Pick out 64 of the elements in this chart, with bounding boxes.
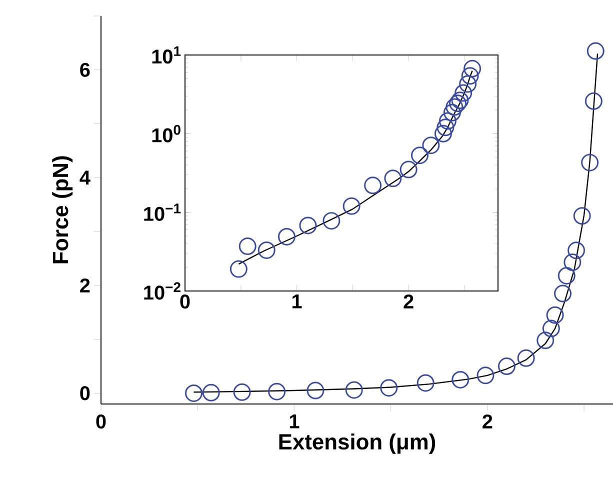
point xyxy=(364,176,382,194)
point xyxy=(258,241,276,259)
point xyxy=(400,160,418,178)
point xyxy=(498,358,516,376)
y-tick-label: 0 xyxy=(80,386,90,400)
point xyxy=(434,124,452,142)
line-series xyxy=(238,70,473,265)
y-tick-label: 4 xyxy=(80,170,90,185)
point xyxy=(452,370,470,388)
y-tick-label: 10$^{0}$ xyxy=(152,124,180,142)
x-tick-label: 0 xyxy=(180,294,190,309)
point xyxy=(449,94,467,112)
point xyxy=(233,383,251,401)
y-tick-label: 10$^{−2}$ xyxy=(144,282,180,300)
y-tick-label: 6 xyxy=(80,62,90,77)
x-tick-label: 1 xyxy=(292,294,302,308)
point xyxy=(554,284,572,302)
y-tick-label: 2 xyxy=(80,278,90,292)
x-axis-title: Extension (μm) xyxy=(279,433,436,454)
point xyxy=(564,254,582,272)
point xyxy=(342,197,360,215)
x-tick-label: 2 xyxy=(404,294,414,308)
point xyxy=(380,379,398,397)
y-tick-label: 10$^{1}$ xyxy=(152,46,181,64)
point xyxy=(451,92,469,110)
point xyxy=(584,92,602,110)
line-series xyxy=(193,53,598,393)
point xyxy=(517,349,535,367)
x-tick-label: 1 xyxy=(290,414,300,428)
point xyxy=(443,104,461,122)
point xyxy=(454,84,472,102)
point xyxy=(268,382,286,400)
point xyxy=(476,366,494,384)
point xyxy=(422,136,440,154)
point xyxy=(581,154,599,172)
point xyxy=(542,320,560,338)
x-tick-label: 2 xyxy=(482,414,492,428)
point xyxy=(185,384,202,402)
point xyxy=(568,242,586,260)
point xyxy=(446,98,464,116)
point xyxy=(546,306,564,324)
point xyxy=(459,75,477,93)
point xyxy=(322,212,340,230)
point xyxy=(416,374,434,392)
point xyxy=(306,382,324,400)
point xyxy=(438,112,456,130)
point xyxy=(586,42,604,60)
point xyxy=(384,170,402,188)
x-tick-label: 0 xyxy=(96,414,106,429)
point xyxy=(436,118,454,136)
point xyxy=(278,228,296,246)
point xyxy=(202,384,220,402)
point xyxy=(536,332,554,350)
point xyxy=(299,216,317,234)
point xyxy=(238,238,256,256)
y-tick-label: 10$^{−1}$ xyxy=(144,204,181,221)
y-axis-title: Force (pN) xyxy=(52,156,73,264)
point xyxy=(573,207,591,225)
point xyxy=(345,381,363,399)
point xyxy=(411,146,429,164)
point xyxy=(230,260,248,278)
point xyxy=(461,67,479,85)
point xyxy=(558,266,576,284)
point xyxy=(464,60,482,78)
